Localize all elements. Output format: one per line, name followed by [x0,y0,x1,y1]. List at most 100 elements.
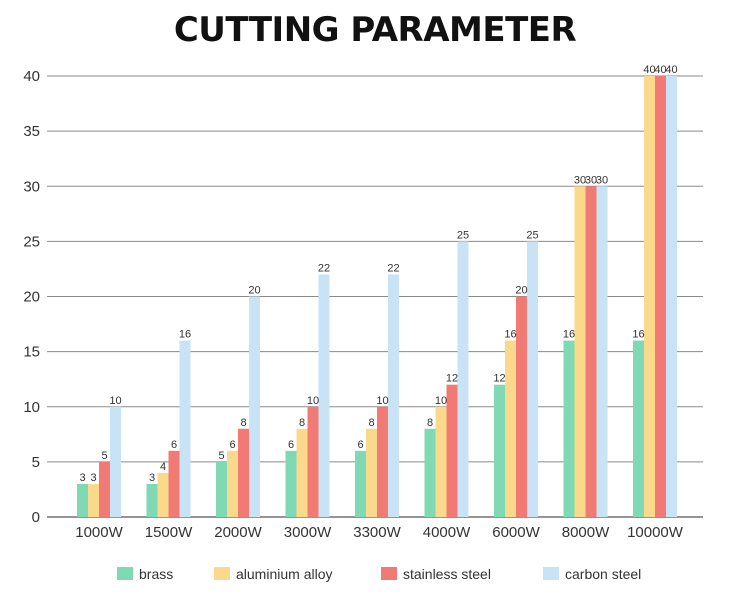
bar-brass-6000W [494,384,505,517]
data-label: 16 [563,329,575,341]
legend-label-stainless-steel: stainless steel [403,566,491,582]
y-tick-label: 15 [23,344,40,361]
data-label: 16 [632,329,644,341]
bar-stainless-steel-6000W [516,296,527,517]
data-label: 5 [218,450,224,462]
data-label: 20 [248,285,260,297]
data-label: 6 [171,439,177,451]
bar-carbon-steel-8000W [596,186,608,517]
bar-stainless-steel-4000W [446,384,458,517]
bar-carbon-steel-2000W [249,296,260,517]
data-label: 5 [101,450,107,462]
data-label: 22 [318,262,330,274]
y-tick-label: 30 [23,178,40,195]
bar-stainless-steel-8000W [585,186,597,517]
data-label: 8 [299,417,305,429]
legend: brass aluminium alloy stainless steel carbo… [117,566,641,582]
y-tick-label: 10 [23,399,40,416]
data-label: 8 [427,417,433,429]
data-label: 3 [90,472,96,484]
data-label: 6 [288,439,294,451]
data-label: 6 [229,439,235,451]
data-label: 8 [240,417,246,429]
bar-carbon-steel-10000W [666,76,677,517]
x-tick-label: 8000W [562,524,610,541]
bar-aluminium-alloy-10000W [644,76,655,517]
x-tick-label: 6000W [492,524,540,541]
x-tick-label: 10000W [627,524,684,541]
bar-stainless-steel-1500W [168,450,180,517]
data-label: 30 [585,174,597,186]
data-label: 10 [109,395,121,407]
data-label: 20 [515,285,527,297]
bar-aluminium-alloy-8000W [574,186,586,517]
data-label: 25 [526,229,538,241]
bar-stainless-steel-2000W [238,428,249,517]
x-tick-label: 1000W [75,524,123,541]
y-tick-label: 35 [23,123,40,140]
bar-carbon-steel-6000W [527,241,538,517]
x-tick-label: 3000W [284,524,332,541]
data-label: 40 [654,64,666,76]
data-label: 8 [368,417,374,429]
bar-brass-4000W [424,428,436,517]
legend-label-aluminium-alloy: aluminium alloy [236,566,332,582]
bar-aluminium-alloy-3000W [296,428,308,517]
data-label: 10 [307,395,319,407]
y-tick-label: 20 [23,289,40,306]
data-label: 10 [376,395,388,407]
bar-brass-3000W [285,450,297,517]
bar-stainless-steel-3000W [307,406,319,517]
legend-label-brass: brass [139,566,173,582]
x-tick-label: 3300W [353,524,401,541]
data-label: 25 [457,229,469,241]
bar-aluminium-alloy-2000W [227,450,238,517]
legend-swatch-stainless-steel [381,567,397,580]
bar-carbon-steel-4000W [457,241,469,517]
data-label: 12 [493,373,505,385]
data-label: 10 [435,395,447,407]
bar-aluminium-alloy-6000W [505,340,516,517]
legend-label-carbon-steel: carbon steel [565,566,641,582]
data-label: 16 [504,329,516,341]
y-tick-label: 0 [32,509,40,526]
bar-aluminium-alloy-3300W [366,428,377,517]
y-tick-label: 40 [23,68,40,85]
y-tick-label: 25 [23,233,40,250]
bar-brass-1000W [77,483,88,517]
data-label: 3 [79,472,85,484]
chart-title: CUTTING PARAMETER [173,10,577,50]
bar-stainless-steel-10000W [655,76,666,517]
data-label: 12 [446,373,458,385]
data-label: 30 [596,174,608,186]
bars [77,76,677,517]
bar-brass-2000W [216,461,227,517]
bar-aluminium-alloy-4000W [435,406,447,517]
bar-carbon-steel-1000W [110,406,121,517]
data-label: 6 [357,439,363,451]
bar-brass-3300W [355,450,366,517]
bar-carbon-steel-3300W [388,274,399,517]
bar-stainless-steel-3300W [377,406,388,517]
x-tick-label: 1500W [145,524,193,541]
bar-carbon-steel-3000W [318,274,330,517]
data-label: 40 [643,64,655,76]
data-label: 22 [387,262,399,274]
data-label: 3 [149,472,155,484]
x-tick-label: 2000W [214,524,262,541]
legend-swatch-aluminium-alloy [214,567,230,580]
data-label: 40 [665,64,677,76]
bar-aluminium-alloy-1000W [88,483,99,517]
bar-aluminium-alloy-1500W [157,472,169,517]
bar-carbon-steel-1500W [179,340,191,517]
data-label: 30 [574,174,586,186]
bar-brass-10000W [633,340,644,517]
x-tick-label: 4000W [423,524,471,541]
y-tick-label: 5 [32,454,40,471]
bar-brass-8000W [563,340,575,517]
bar-stainless-steel-1000W [99,461,110,517]
legend-swatch-brass [117,567,133,580]
bar-brass-1500W [146,483,158,517]
